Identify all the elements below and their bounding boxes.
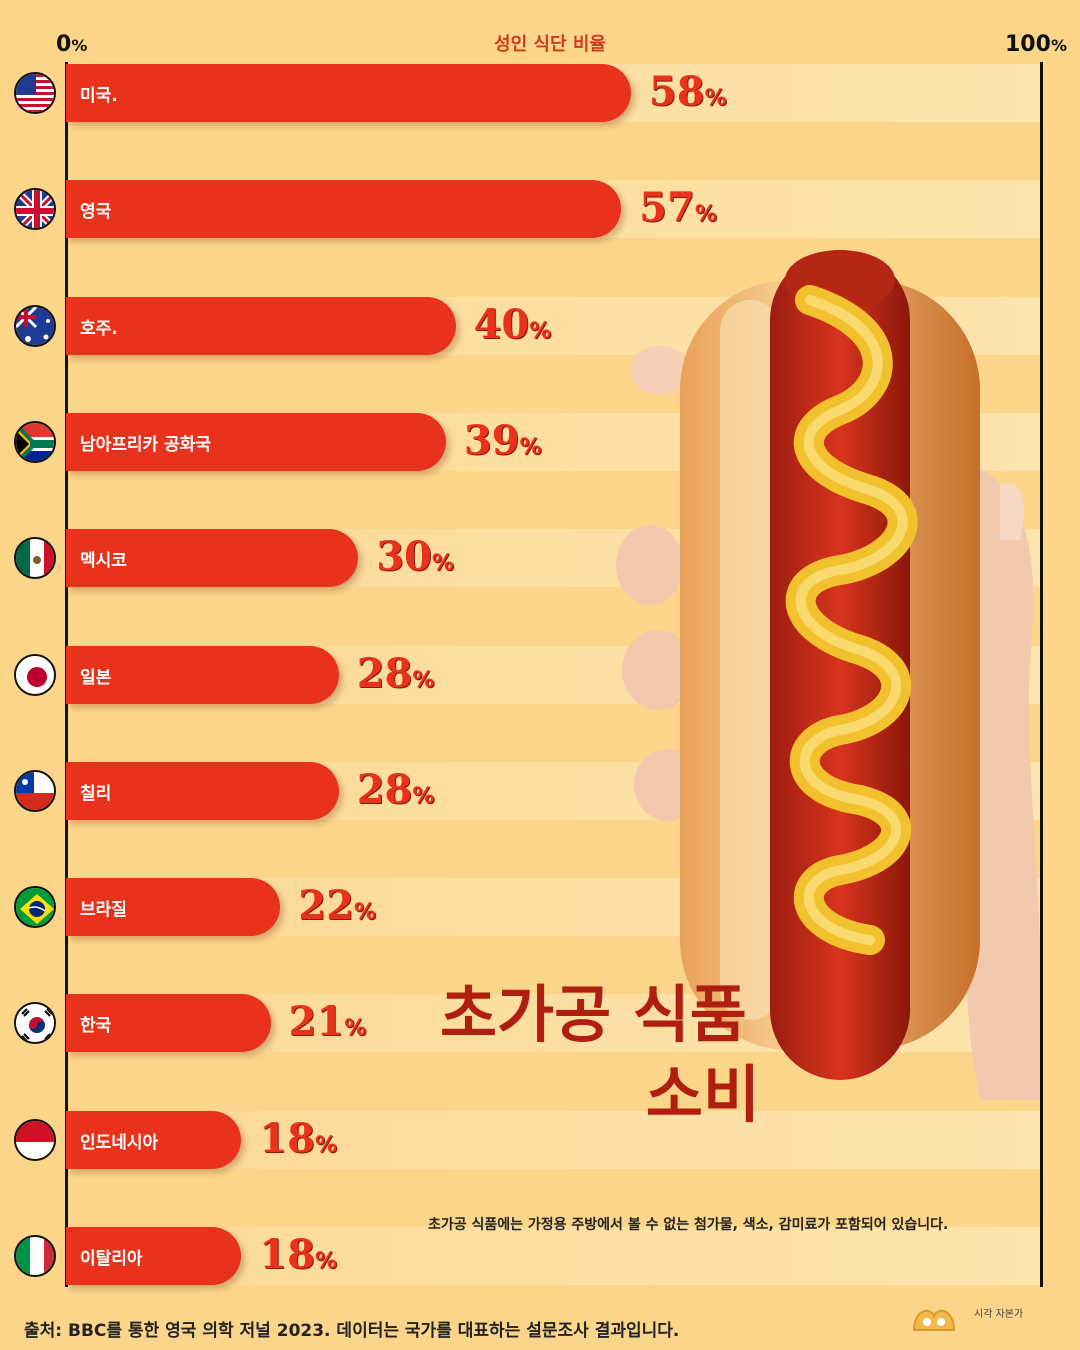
percent-sign: %: [704, 86, 727, 111]
mexico-flag-icon: [14, 537, 56, 579]
value-label: 28%: [357, 650, 435, 697]
bar-row: 한국 21%: [0, 994, 1080, 1054]
category-label: 이탈리아: [80, 1249, 143, 1269]
bar: 브라질: [66, 878, 281, 936]
percent-sign: %: [353, 900, 376, 925]
value-label: 58%: [649, 68, 727, 115]
bar: 칠리: [66, 762, 339, 820]
value-label: 22%: [298, 882, 376, 929]
bar-row: 멕시코 30%: [0, 529, 1080, 589]
bar-row: 일본 28%: [0, 646, 1080, 706]
percent-sign: %: [529, 319, 552, 344]
bar: 인도네시아: [66, 1111, 242, 1169]
percent-sign: %: [344, 1016, 367, 1041]
value-number: 28: [356, 766, 413, 813]
percent-sign: %: [694, 202, 717, 227]
bar: 일본: [66, 646, 339, 704]
category-label: 칠리: [80, 784, 112, 804]
value-label: 21%: [289, 998, 367, 1045]
category-label: 멕시코: [80, 551, 127, 571]
korea-flag-icon: [14, 1002, 56, 1044]
value-number: 28: [356, 650, 413, 697]
value-number: 40: [473, 301, 530, 348]
australia-flag-icon: [14, 305, 56, 347]
italy-flag-icon: [14, 1235, 56, 1277]
chile-flag-icon: [14, 770, 56, 812]
bar-row: 호주. 40%: [0, 297, 1080, 357]
percent-sign: %: [314, 1133, 338, 1158]
value-label: 40%: [474, 301, 552, 348]
hotdog-illustration: [616, 250, 1040, 1100]
bar-row: 인도네시아 18%: [0, 1111, 1080, 1171]
percent-sign: %: [412, 784, 435, 809]
uk-flag-icon: [14, 188, 56, 230]
source-text: 출처: BBC를 통한 영국 의학 저널 2023. 데이터는 국가를 대표하는…: [24, 1321, 680, 1341]
bar: 미국.: [66, 64, 631, 122]
value-number: 18: [259, 1231, 315, 1278]
bar: 영국: [66, 180, 622, 238]
category-label: 인도네시아: [80, 1133, 159, 1153]
category-label: 일본: [80, 668, 112, 688]
value-number: 18: [259, 1115, 315, 1162]
value-label: 39%: [464, 417, 542, 464]
value-label: 30%: [376, 533, 454, 580]
bar: 남아프리카 공화국: [66, 413, 446, 471]
percent-sign: %: [314, 1249, 338, 1274]
bar-row: 영국 57%: [0, 180, 1080, 240]
chart-title: 성인 식단 비율: [494, 34, 606, 55]
brand-logo-icon: [912, 1309, 956, 1331]
x-axis-max-label: 100%: [1005, 32, 1067, 57]
value-number: 39: [463, 417, 520, 464]
headline-line1: 초가공 식품: [440, 978, 747, 1051]
right-axis-line: [1040, 62, 1043, 1287]
percent-sign: %: [519, 435, 542, 460]
footnote: 초가공 식품에는 가정용 주방에서 볼 수 없는 첨가물, 색소, 감미료가 포…: [428, 1217, 949, 1233]
brazil-flag-icon: [14, 886, 56, 928]
bar-row: 이탈리아 18%: [0, 1227, 1080, 1287]
value-label: 28%: [357, 766, 435, 813]
category-label: 호주.: [80, 319, 118, 339]
percent-sign: %: [431, 551, 454, 576]
category-label: 한국: [80, 1016, 112, 1036]
bar-row: 칠리 28%: [0, 762, 1080, 822]
bar: 이탈리아: [66, 1227, 242, 1285]
headline-line2: 소비: [645, 1058, 760, 1131]
value-number: 30: [376, 533, 432, 580]
bar: 멕시코: [66, 529, 359, 587]
japan-flag-icon: [14, 654, 56, 696]
category-label: 남아프리카 공화국: [80, 435, 212, 455]
value-number: 58: [648, 68, 705, 115]
bar: 호주.: [66, 297, 456, 355]
percent-sign: %: [412, 668, 435, 693]
value-number: 57: [639, 184, 695, 231]
bar-row: 남아프리카 공화국 39%: [0, 413, 1080, 473]
bar: 한국: [66, 994, 271, 1052]
south-africa-flag-icon: [14, 421, 56, 463]
indonesia-flag-icon: [14, 1119, 56, 1161]
brand-name: 시각 자본가: [974, 1309, 1024, 1320]
value-label: 57%: [639, 184, 717, 231]
bar-row: 브라질 22%: [0, 878, 1080, 938]
category-label: 브라질: [80, 900, 127, 920]
value-label: 18%: [259, 1115, 337, 1162]
category-label: 영국: [80, 202, 112, 222]
bar-row: 미국. 58%: [0, 64, 1080, 124]
value-label: 18%: [259, 1231, 337, 1278]
usa-flag-icon: [14, 72, 56, 114]
headline: 초가공 식품 소비: [440, 975, 770, 1135]
x-axis-min-label: 0%: [56, 32, 88, 57]
category-label: 미국.: [80, 86, 118, 106]
value-number: 21: [288, 998, 345, 1045]
value-number: 22: [298, 882, 354, 929]
